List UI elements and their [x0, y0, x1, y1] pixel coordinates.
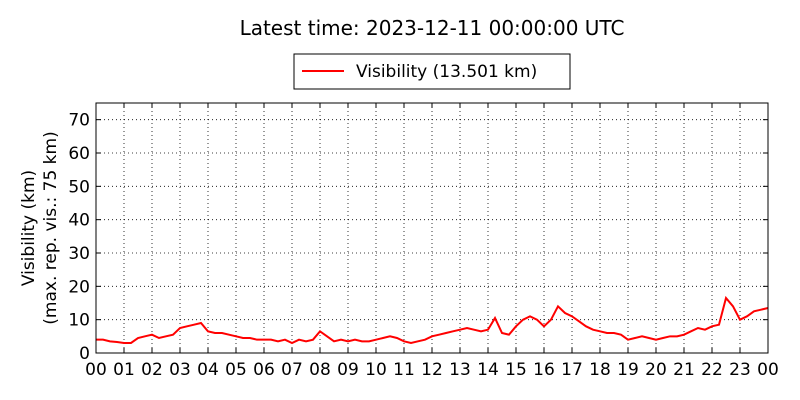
x-tick-label: 18 [589, 360, 611, 380]
x-tick-label: 23 [729, 360, 751, 380]
y-axis-label: Visibility (km) [19, 170, 39, 286]
x-tick-label: 00 [757, 360, 779, 380]
y-tick-label: 0 [79, 344, 90, 364]
x-tick-label: 01 [113, 360, 135, 380]
x-tick-label: 21 [673, 360, 695, 380]
x-tick-label: 08 [309, 360, 331, 380]
y-tick-label: 60 [68, 144, 90, 164]
y-tick-label: 10 [68, 311, 90, 331]
data-line [96, 295, 769, 345]
y-tick-label: 50 [68, 177, 90, 197]
y-tick-label: 70 [68, 111, 90, 131]
x-tick-label: 06 [253, 360, 275, 380]
x-tick-label: 13 [449, 360, 471, 380]
legend-label: Visibility (13.501 km) [356, 62, 537, 82]
x-tick-label: 11 [393, 360, 415, 380]
x-tick-label: 19 [617, 360, 639, 380]
x-tick-label: 07 [281, 360, 303, 380]
y-axis-label: (max. rep. vis.: 75 km) [41, 131, 61, 324]
chart-title: Latest time: 2023-12-11 00:00:00 UTC [240, 16, 625, 40]
x-tick-label: 14 [477, 360, 499, 380]
x-tick-label: 10 [365, 360, 387, 380]
x-tick-label: 17 [561, 360, 583, 380]
x-tick-label: 12 [421, 360, 443, 380]
x-tick-label: 03 [169, 360, 191, 380]
x-tick-label: 02 [141, 360, 163, 380]
x-tick-label: 20 [645, 360, 667, 380]
x-tick-label: 09 [337, 360, 359, 380]
x-tick-label: 15 [505, 360, 527, 380]
plot-frame [95, 102, 769, 354]
x-tick-label: 00 [85, 360, 107, 380]
y-tick-label: 40 [68, 211, 90, 231]
x-tick-label: 16 [533, 360, 555, 380]
x-tick-label: 04 [197, 360, 219, 380]
x-tick-label: 22 [701, 360, 723, 380]
y-tick-label: 30 [68, 244, 90, 264]
y-tick-label: 20 [68, 277, 90, 297]
x-tick-label: 05 [225, 360, 247, 380]
